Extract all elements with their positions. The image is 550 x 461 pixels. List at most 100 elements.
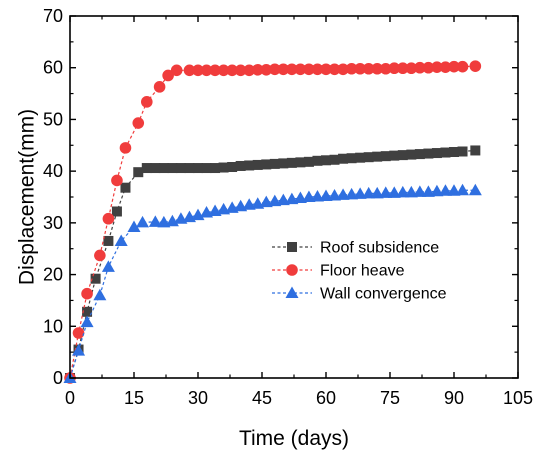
data-point	[312, 155, 323, 166]
series-square	[65, 145, 481, 383]
data-point	[319, 189, 333, 201]
data-point	[111, 206, 122, 217]
x-axis-title: Time (days)	[239, 427, 349, 450]
data-point	[210, 163, 221, 174]
data-point	[397, 62, 409, 75]
data-point	[148, 215, 162, 227]
data-point	[388, 62, 401, 75]
x-tick-label: 105	[503, 388, 533, 408]
data-point	[278, 158, 289, 169]
data-point	[448, 60, 460, 73]
data-point	[353, 187, 367, 199]
data-point	[362, 62, 375, 75]
data-point	[379, 62, 392, 75]
x-tick-label: 15	[124, 388, 144, 408]
data-point	[101, 260, 115, 272]
x-tick-label: 30	[188, 388, 208, 408]
data-point	[371, 62, 384, 75]
data-point	[252, 159, 263, 170]
data-point	[303, 156, 314, 167]
data-point	[184, 163, 195, 174]
data-point	[328, 63, 341, 76]
series-line	[69, 189, 476, 379]
data-point	[449, 147, 459, 158]
data-point	[414, 149, 425, 160]
data-point	[456, 183, 470, 196]
data-point	[405, 62, 418, 75]
data-point	[387, 186, 401, 198]
data-point	[269, 63, 281, 76]
data-point	[226, 64, 238, 77]
data-point	[243, 64, 255, 77]
data-point	[447, 184, 461, 196]
y-tick-label: 50	[43, 109, 63, 129]
data-point	[227, 162, 238, 173]
data-point	[303, 63, 315, 76]
axes: 0 15 30 45 60 75 90 105 0 10 20 30 40 50 60 70	[43, 6, 533, 408]
data-point	[302, 190, 316, 202]
series-line	[69, 149, 476, 379]
legend-item: Wall convergence	[272, 286, 447, 303]
y-tick-label: 40	[43, 161, 63, 181]
data-point	[311, 63, 324, 76]
data-point	[320, 63, 332, 76]
data-point	[260, 63, 273, 76]
data-point	[431, 61, 443, 73]
data-point	[94, 249, 106, 262]
data-point	[114, 234, 128, 246]
data-point	[404, 185, 418, 198]
x-tick-label: 0	[65, 388, 75, 408]
data-point	[370, 186, 384, 199]
data-point	[380, 151, 391, 162]
data-point	[150, 163, 161, 174]
data-point	[269, 158, 280, 169]
data-point	[218, 162, 229, 173]
series-triangle	[63, 183, 482, 383]
data-point	[421, 185, 435, 197]
data-point	[127, 220, 141, 232]
data-point	[119, 142, 132, 154]
data-point	[162, 69, 174, 82]
data-point	[141, 163, 152, 174]
x-tick-label: 60	[316, 388, 336, 408]
y-tick-label: 70	[43, 6, 63, 26]
y-tick-label: 0	[53, 368, 63, 388]
data-point	[338, 153, 349, 164]
data-point	[456, 60, 469, 73]
data-point	[133, 167, 144, 178]
data-point	[413, 185, 427, 197]
data-point	[82, 306, 93, 317]
data-point	[379, 186, 393, 198]
data-point	[286, 63, 298, 76]
y-axis-title: Displacement(mm)	[15, 109, 38, 285]
data-point	[468, 183, 482, 196]
data-point	[209, 64, 221, 77]
data-point	[396, 185, 410, 198]
y-tick-label: 20	[43, 265, 63, 285]
data-point	[136, 215, 150, 228]
data-point	[234, 64, 247, 77]
data-point	[90, 273, 101, 284]
legend-item: Floor heave	[272, 263, 405, 280]
data-point	[158, 163, 169, 174]
data-point	[362, 186, 376, 199]
data-point	[469, 60, 482, 72]
data-point	[294, 63, 307, 76]
data-point	[355, 152, 366, 163]
y-tick-label: 60	[43, 58, 63, 78]
legend-marker	[286, 264, 298, 276]
data-point	[321, 155, 331, 166]
data-point	[363, 152, 374, 163]
data-point	[217, 64, 230, 77]
data-point	[193, 163, 203, 174]
legend-label: Floor heave	[320, 263, 405, 280]
data-point	[329, 154, 340, 165]
legend-label: Roof subsidence	[320, 240, 439, 257]
data-point	[354, 62, 366, 75]
data-point	[286, 157, 297, 168]
data-point	[201, 163, 212, 174]
data-point	[103, 235, 114, 246]
data-point	[336, 188, 350, 200]
legend-marker	[285, 286, 299, 298]
data-point	[414, 61, 426, 74]
